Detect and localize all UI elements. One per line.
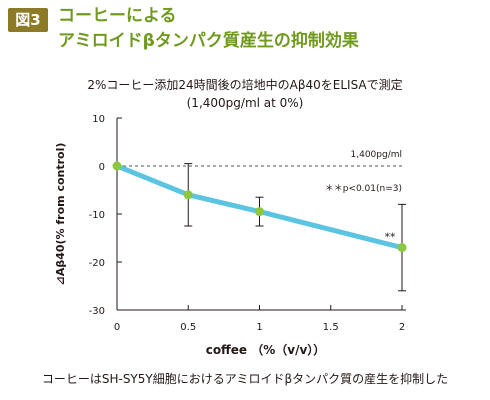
y-tick-label: 10 xyxy=(92,114,105,125)
x-tick-label: 0 xyxy=(114,322,120,333)
y-tick-label: 0 xyxy=(99,162,105,173)
x-tick-label: 1.5 xyxy=(323,322,339,333)
chart-subtitle-line1: 2%コーヒー添加24時間後の培地中のAβ40をELISAで測定 xyxy=(87,78,403,92)
x-tick-label: 0.5 xyxy=(180,322,196,333)
figure-caption: コーヒーはSH-SY5Y細胞におけるアミロイドβタンパク質の産生を抑制した xyxy=(41,372,449,386)
x-tick-label: 1 xyxy=(256,322,262,333)
figure-title-line2: アミロイドβタンパク質産生の抑制効果 xyxy=(58,31,359,51)
data-point xyxy=(397,243,407,253)
y-axis-label: ⊿Aβ40(% from control) xyxy=(54,143,67,286)
y-tick-label: -30 xyxy=(89,306,105,317)
y-tick-label: -10 xyxy=(89,210,105,221)
chart-subtitle: 2%コーヒー添加24時間後の培地中のAβ40をELISAで測定 (1,400pg… xyxy=(0,76,490,112)
data-point xyxy=(183,190,193,200)
figure-title-line1: コーヒーによる xyxy=(58,6,177,26)
significance-mark: ** xyxy=(385,231,397,244)
data-point xyxy=(255,207,264,217)
significance-annotation: ＊＊p<0.01(n=3) xyxy=(325,184,402,194)
x-axis-label: coffee （%（v/v）） xyxy=(206,342,326,357)
figure-badge: 図3 xyxy=(8,8,48,32)
reference-line-label: 1,400pg/ml xyxy=(351,150,403,160)
series-line xyxy=(114,163,405,251)
y-tick-label: -20 xyxy=(89,258,105,269)
chart-subtitle-line2: (1,400pg/ml at 0%) xyxy=(186,96,304,110)
figure-title: コーヒーによる アミロイドβタンパク質産生の抑制効果 xyxy=(58,4,359,54)
x-tick-label: 2 xyxy=(399,322,405,333)
data-point xyxy=(112,161,122,171)
